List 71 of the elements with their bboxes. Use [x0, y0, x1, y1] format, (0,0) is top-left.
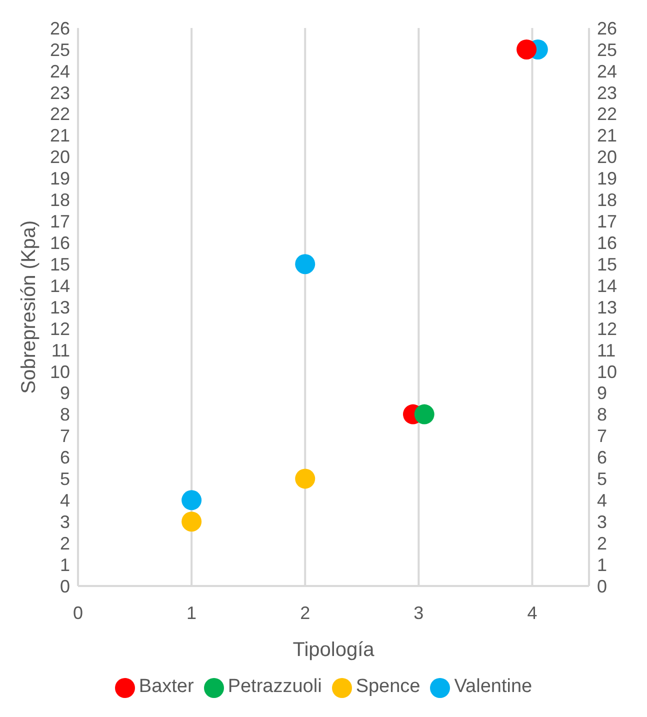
y2-tick-label: 13: [597, 297, 618, 318]
legend-label: Valentine: [454, 676, 532, 697]
legend-label: Spence: [356, 676, 420, 697]
point: [295, 254, 316, 274]
legend-label: Baxter: [138, 676, 194, 697]
y-tick-label: 0: [60, 576, 70, 596]
y-tick-label: 16: [50, 233, 70, 254]
y2-tick-label: 10: [597, 362, 618, 382]
y2-tick-label: 1: [597, 554, 608, 575]
x-tick-label: 1: [186, 602, 197, 623]
y2-tick-label: 21: [597, 126, 618, 146]
legend-label: Petrazzuoli: [228, 676, 322, 697]
y-axis-title: Sobrepresión (Kpa): [18, 220, 40, 394]
y2-tick-label: 6: [597, 448, 608, 468]
y-tick-label: 6: [60, 448, 70, 468]
x-tick-label: 4: [527, 602, 538, 623]
y2-tick-label: 9: [597, 383, 608, 404]
y-tick-label: 18: [50, 190, 70, 210]
y2-tick-label: 3: [597, 512, 608, 532]
point: [516, 39, 537, 60]
y2-tick-label: 15: [597, 254, 618, 274]
y-tick-label: 8: [60, 404, 70, 425]
y2-tick-label: 23: [597, 82, 618, 103]
y2-tick-label: 7: [597, 426, 608, 446]
y2-tick-label: 14: [597, 276, 618, 296]
y2-tick-label: 0: [597, 576, 608, 596]
y2-tick-label: 22: [597, 104, 618, 124]
y-tick-label: 15: [50, 254, 70, 274]
y-tick-label: 21: [50, 126, 70, 146]
y2-tick-label: 16: [597, 233, 618, 254]
y-tick-label: 9: [60, 383, 70, 404]
y-tick-label: 1: [60, 554, 70, 575]
y2-tick-label: 8: [597, 404, 608, 425]
y-tick-label: 13: [50, 297, 70, 318]
y-tick-label: 4: [60, 490, 70, 511]
y-tick-label: 17: [50, 212, 70, 232]
y2-tick-label: 25: [597, 40, 618, 60]
y2-tick-label: 20: [597, 147, 618, 168]
y-tick-label: 22: [50, 104, 70, 124]
y-tick-label: 12: [50, 318, 70, 339]
y-tick-label: 26: [50, 18, 70, 38]
y2-tick-label: 12: [597, 318, 618, 339]
y2-tick-label: 11: [597, 340, 616, 360]
y2-tick-label: 4: [597, 490, 608, 511]
y2-tick-label: 26: [597, 18, 618, 38]
y2-tick-label: 17: [597, 212, 618, 232]
y-tick-label: 11: [51, 340, 70, 360]
y-tick-label: 24: [50, 61, 70, 82]
x-tick-label: 3: [414, 602, 424, 623]
point: [182, 512, 202, 532]
y-tick-label: 5: [60, 469, 70, 490]
y-tick-label: 19: [50, 168, 70, 189]
y-tick-label: 20: [50, 147, 70, 168]
x-tick-label: 2: [300, 602, 310, 623]
y2-tick-label: 2: [597, 533, 608, 554]
point: [182, 490, 202, 510]
y2-tick-label: 19: [597, 168, 618, 189]
x-tick-label: 0: [72, 602, 84, 623]
y-tick-label: 23: [50, 82, 70, 103]
y2-tick-label: 18: [597, 190, 618, 210]
x-axis-title: Tipología: [292, 639, 376, 661]
y-tick-label: 25: [50, 40, 70, 60]
y2-tick-label: 5: [597, 469, 608, 490]
y-tick-label: 10: [50, 362, 70, 382]
point: [414, 404, 434, 424]
y2-tick-label: 24: [597, 61, 618, 82]
point: [295, 468, 316, 489]
y-tick-label: 3: [60, 512, 70, 532]
y-tick-label: 14: [50, 276, 70, 296]
y-tick-label: 2: [60, 533, 70, 554]
y-tick-label: 7: [60, 426, 70, 446]
